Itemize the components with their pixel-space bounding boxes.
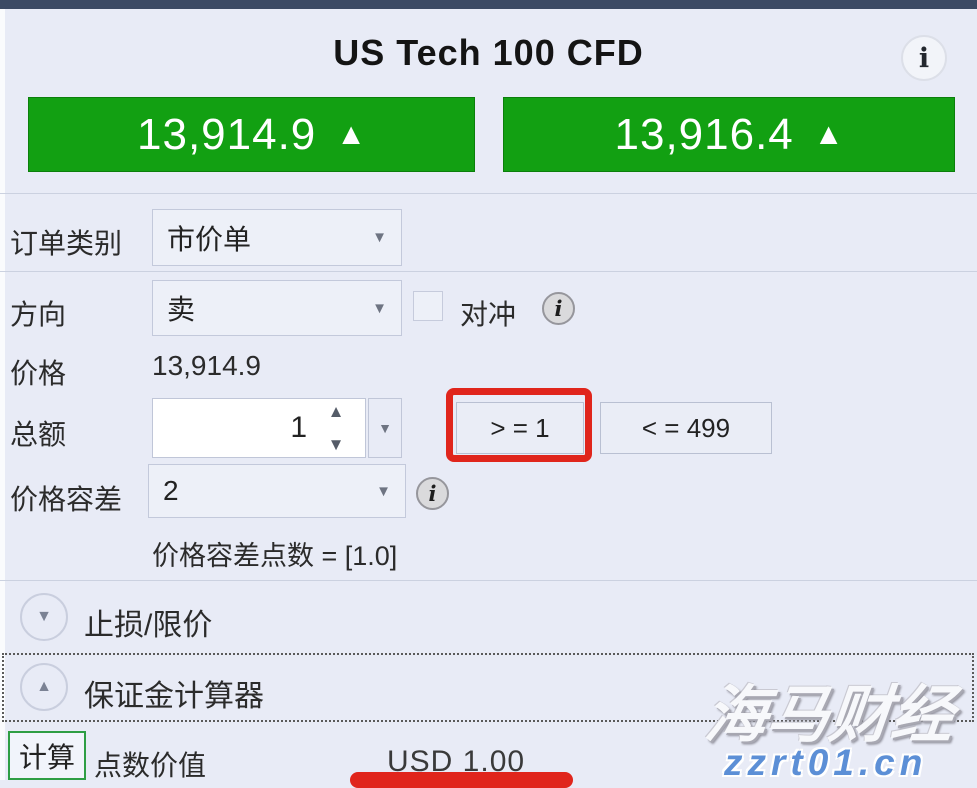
tolerance-select[interactable]: 2 ▼	[148, 464, 406, 518]
sell-price: 13,914.9	[137, 109, 317, 159]
amount-value: 1	[290, 411, 307, 444]
tolerance-note: 价格容差点数 = [1.0]	[152, 541, 398, 571]
hedge-checkbox[interactable]	[413, 291, 443, 321]
chevron-down-icon: ▼	[36, 608, 52, 625]
chevron-up-icon: ▲	[36, 678, 52, 695]
instrument-info-button[interactable]: i	[901, 35, 947, 81]
direction-label: 方向	[10, 299, 67, 330]
margin-calc-collapse-button[interactable]: ▲	[20, 663, 68, 711]
spin-up-icon[interactable]: ▲	[327, 402, 345, 421]
tolerance-value: 2	[163, 475, 179, 506]
sell-price-button[interactable]: 13,914.9 ▲	[28, 97, 475, 172]
max-amount-button[interactable]: < = 499	[600, 402, 772, 454]
min-amount-label: > = 1	[490, 412, 550, 443]
info-glyph: i	[428, 481, 437, 506]
price-label: 价格	[10, 358, 67, 389]
buy-price-button[interactable]: 13,916.4 ▲	[503, 97, 955, 172]
point-value: USD 1.00	[387, 745, 526, 778]
window-top-bar	[0, 0, 977, 9]
tolerance-label: 价格容差	[10, 484, 123, 515]
order-type-select[interactable]: 市价单 ▼	[152, 209, 402, 266]
margin-calc-section-label: 保证金计算器	[84, 680, 264, 713]
panel-left-edge	[0, 9, 5, 780]
direction-value: 卖	[167, 294, 196, 325]
instrument-title: US Tech 100 CFD	[333, 32, 644, 73]
up-arrow-icon: ▲	[813, 117, 844, 151]
point-value-label: 点数价值	[94, 750, 207, 781]
divider	[0, 580, 977, 581]
amount-unit-dropdown[interactable]: ▼	[368, 398, 402, 458]
tolerance-info-icon[interactable]: i	[416, 477, 449, 510]
watermark-url: zzrt01.cn	[724, 742, 928, 783]
up-arrow-icon: ▲	[336, 117, 366, 151]
hedge-label: 对冲	[460, 299, 517, 330]
margin-calculator-section	[2, 653, 974, 722]
info-glyph: i	[554, 296, 563, 321]
divider	[0, 271, 977, 272]
amount-stepper[interactable]: 1 ▲ ▼	[152, 398, 366, 458]
info-icon: i	[918, 42, 930, 74]
spin-down-icon[interactable]: ▼	[327, 435, 345, 454]
divider	[0, 193, 977, 194]
calculate-button[interactable]: 计算	[8, 731, 86, 780]
chevron-down-icon: ▼	[372, 299, 387, 317]
chevron-down-icon: ▼	[376, 482, 391, 500]
buy-price: 13,916.4	[614, 109, 794, 159]
calculate-label: 计算	[18, 741, 75, 773]
hedge-info-icon[interactable]: i	[542, 292, 575, 325]
max-amount-label: < = 499	[641, 412, 731, 443]
min-amount-button[interactable]: > = 1	[456, 402, 584, 454]
stop-limit-expand-button[interactable]: ▼	[20, 593, 68, 641]
direction-select[interactable]: 卖 ▼	[152, 280, 402, 336]
amount-label: 总额	[10, 419, 67, 450]
chevron-down-icon: ▼	[372, 229, 387, 246]
order-type-label: 订单类别	[10, 228, 123, 259]
price-value: 13,914.9	[152, 350, 261, 381]
stop-limit-section-label: 止损/限价	[84, 609, 213, 642]
chevron-down-icon: ▼	[378, 420, 392, 436]
order-type-value: 市价单	[167, 223, 252, 255]
